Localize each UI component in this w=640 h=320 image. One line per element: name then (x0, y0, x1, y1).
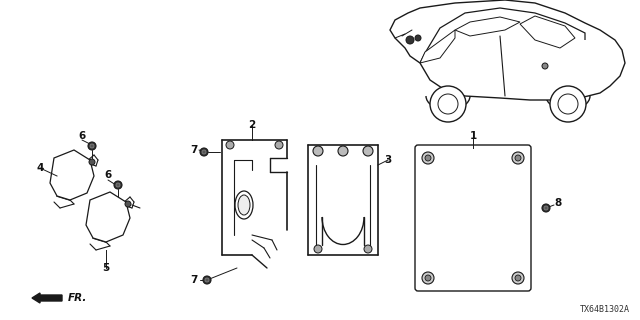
Polygon shape (455, 17, 520, 36)
Circle shape (88, 142, 96, 150)
Circle shape (425, 155, 431, 161)
Circle shape (406, 36, 414, 44)
Circle shape (515, 155, 521, 161)
Text: 8: 8 (554, 198, 562, 208)
FancyBboxPatch shape (415, 145, 531, 291)
Text: 7: 7 (190, 275, 198, 285)
Circle shape (203, 276, 211, 284)
Circle shape (90, 144, 94, 148)
Polygon shape (50, 150, 94, 200)
Circle shape (542, 204, 550, 212)
Ellipse shape (238, 195, 250, 215)
Polygon shape (420, 30, 455, 63)
Text: 3: 3 (385, 155, 392, 165)
Circle shape (415, 35, 421, 41)
Text: TX64B1302A: TX64B1302A (580, 305, 630, 314)
Ellipse shape (235, 191, 253, 219)
Text: 6: 6 (104, 170, 111, 180)
Circle shape (125, 201, 131, 207)
Circle shape (275, 141, 283, 149)
Circle shape (202, 150, 206, 154)
Circle shape (512, 272, 524, 284)
Circle shape (364, 245, 372, 253)
Circle shape (200, 148, 208, 156)
Circle shape (116, 183, 120, 187)
Circle shape (338, 146, 348, 156)
Text: FR.: FR. (68, 293, 88, 303)
Text: 1: 1 (469, 131, 477, 141)
Circle shape (515, 275, 521, 281)
Circle shape (550, 86, 586, 122)
Circle shape (430, 86, 466, 122)
Polygon shape (390, 0, 625, 100)
Text: 4: 4 (36, 163, 44, 173)
Text: 6: 6 (78, 131, 86, 141)
Text: 5: 5 (102, 263, 109, 273)
Circle shape (314, 245, 322, 253)
Circle shape (542, 63, 548, 69)
Polygon shape (520, 16, 575, 48)
Circle shape (226, 141, 234, 149)
Circle shape (558, 94, 578, 114)
Circle shape (512, 152, 524, 164)
Circle shape (422, 272, 434, 284)
Circle shape (544, 206, 548, 210)
Circle shape (422, 152, 434, 164)
FancyArrow shape (32, 293, 62, 303)
Circle shape (89, 159, 95, 165)
Circle shape (205, 278, 209, 282)
Circle shape (425, 275, 431, 281)
Circle shape (114, 181, 122, 189)
Text: 2: 2 (248, 120, 255, 130)
Circle shape (438, 94, 458, 114)
Text: 7: 7 (190, 145, 198, 155)
Circle shape (363, 146, 373, 156)
Circle shape (313, 146, 323, 156)
Polygon shape (86, 192, 130, 242)
